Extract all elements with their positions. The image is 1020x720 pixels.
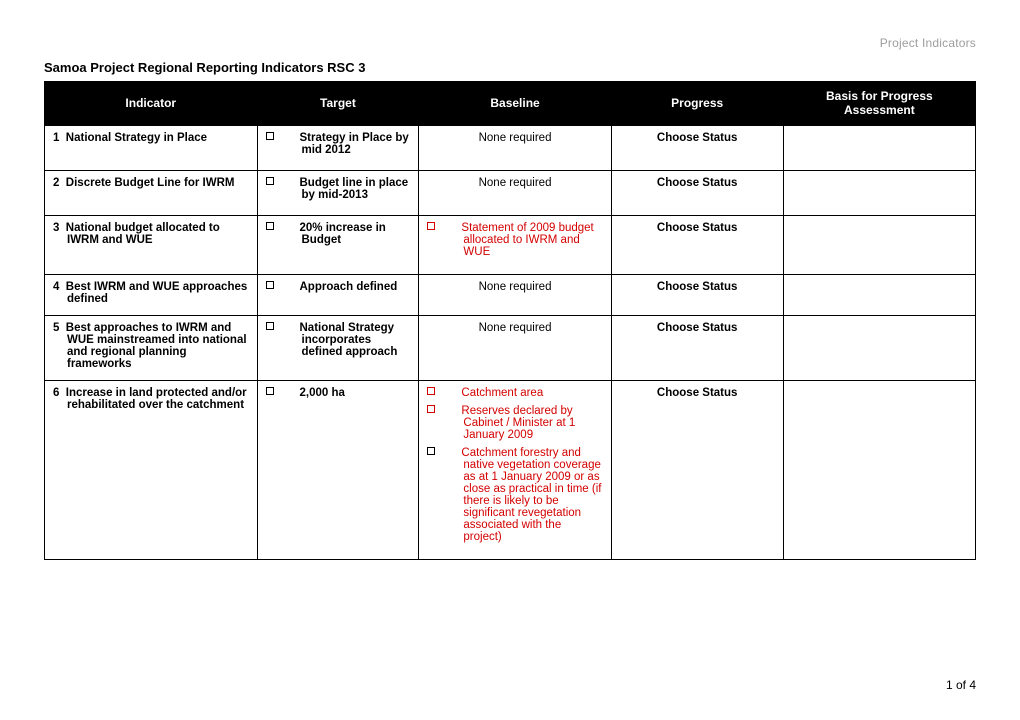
table-row: 6 Increase in land protected and/or reha… [45, 381, 976, 560]
document-title: Samoa Project Regional Reporting Indicat… [44, 60, 976, 75]
indicator-text: 2 Discrete Budget Line for IWRM [53, 177, 249, 189]
table-row: 5 Best approaches to IWRM and WUE mainst… [45, 316, 976, 381]
checkbox-icon [266, 322, 274, 330]
checkbox-icon [266, 177, 274, 185]
baseline-item: Reserves declared by Cabinet / Minister … [461, 405, 575, 441]
indicator-text: 5 Best approaches to IWRM and WUE mainst… [53, 322, 249, 370]
baseline-item: Statement of 2009 budget allocated to IW… [461, 222, 593, 258]
basis-text [783, 216, 975, 275]
col-indicator: Indicator [45, 81, 258, 126]
indicator-text: 4 Best IWRM and WUE approaches defined [53, 281, 249, 305]
checkbox-icon [427, 222, 435, 230]
page-header-right: Project Indicators [44, 36, 976, 50]
checkbox-icon [266, 222, 274, 230]
indicator-text: 1 National Strategy in Place [53, 132, 249, 144]
col-target: Target [257, 81, 419, 126]
checkbox-icon [266, 281, 274, 289]
col-baseline: Baseline [419, 81, 611, 126]
progress-select[interactable]: Choose Status [611, 275, 783, 316]
checkbox-icon [266, 132, 274, 140]
target-text: National Strategy incorporates defined a… [266, 322, 411, 358]
table-header-row: Indicator Target Baseline Progress Basis… [45, 81, 976, 126]
target-text: Budget line in place by mid-2013 [266, 177, 411, 201]
baseline-text: None required [419, 171, 611, 216]
baseline-list: Catchment area Reserves declared by Cabi… [419, 381, 611, 560]
progress-select[interactable]: Choose Status [611, 381, 783, 560]
checkbox-icon [427, 387, 435, 395]
baseline-text: None required [419, 275, 611, 316]
progress-select[interactable]: Choose Status [611, 316, 783, 381]
progress-select[interactable]: Choose Status [611, 216, 783, 275]
table-row: 4 Best IWRM and WUE approaches defined A… [45, 275, 976, 316]
progress-select[interactable]: Choose Status [611, 171, 783, 216]
col-basis: Basis for Progress Assessment [783, 81, 975, 126]
target-text: 20% increase in Budget [266, 222, 411, 246]
checkbox-icon [266, 387, 274, 395]
basis-text [783, 171, 975, 216]
page-number: 1 of 4 [946, 678, 976, 692]
baseline-item: Catchment forestry and native vegetation… [461, 447, 601, 543]
indicator-text: 3 National budget allocated to IWRM and … [53, 222, 249, 246]
table-row: 3 National budget allocated to IWRM and … [45, 216, 976, 275]
basis-text [783, 316, 975, 381]
target-text: Strategy in Place by mid 2012 [266, 132, 411, 156]
baseline-text: None required [419, 316, 611, 381]
progress-select[interactable]: Choose Status [611, 126, 783, 171]
basis-text [783, 275, 975, 316]
checkbox-icon [427, 405, 435, 413]
basis-text [783, 381, 975, 560]
basis-text [783, 126, 975, 171]
baseline-text: None required [419, 126, 611, 171]
col-progress: Progress [611, 81, 783, 126]
checkbox-icon [427, 447, 435, 455]
table-row: 2 Discrete Budget Line for IWRM Budget l… [45, 171, 976, 216]
baseline-list: Statement of 2009 budget allocated to IW… [419, 216, 611, 275]
target-text: 2,000 ha [266, 387, 411, 399]
baseline-item: Catchment area [461, 387, 543, 399]
table-row: 1 National Strategy in Place Strategy in… [45, 126, 976, 171]
indicator-text: 6 Increase in land protected and/or reha… [53, 387, 249, 411]
target-text: Approach defined [266, 281, 411, 293]
indicators-table: Indicator Target Baseline Progress Basis… [44, 81, 976, 560]
